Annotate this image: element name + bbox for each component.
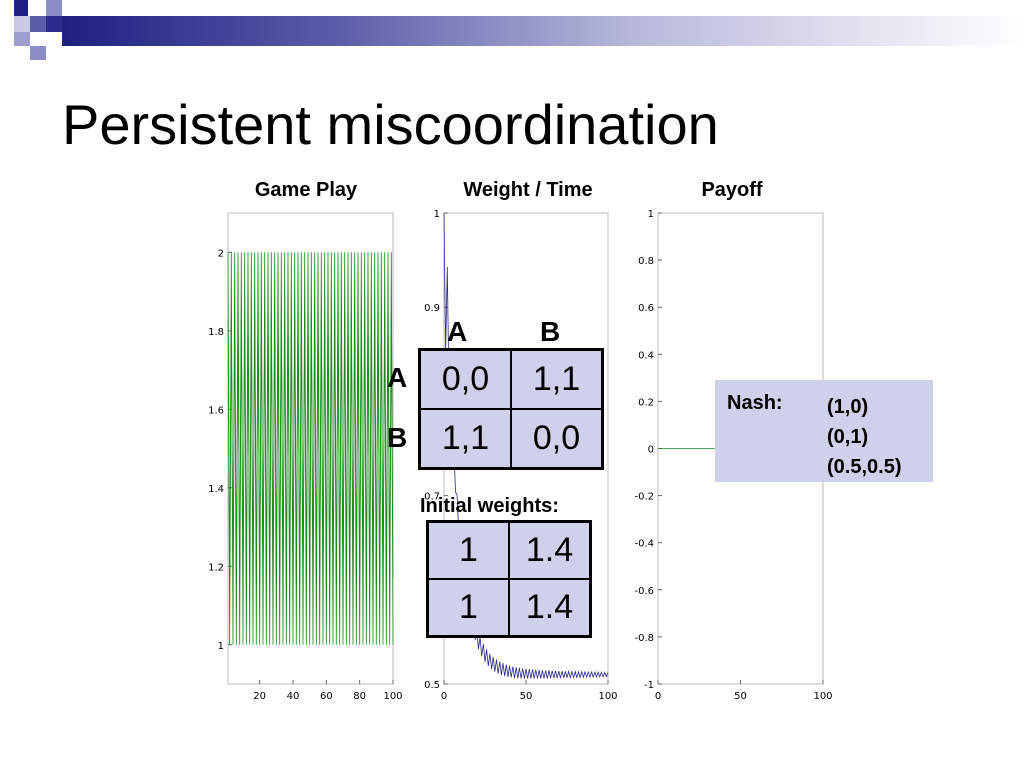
deco-square — [14, 0, 28, 16]
deco-square — [46, 0, 62, 16]
initial-weights-title: Initial weights: — [420, 495, 559, 517]
y-tick-label: 0.9 — [424, 303, 440, 314]
y-tick-label: 0.6 — [638, 303, 654, 314]
x-tick-label: 100 — [383, 691, 402, 702]
y-tick-label: 1 — [648, 209, 654, 220]
deco-square — [14, 32, 30, 46]
deco-square — [14, 16, 30, 32]
y-tick-label: -0.8 — [634, 633, 654, 644]
y-tick-label: 0.2 — [638, 397, 654, 408]
weights-cell: 1 — [426, 578, 510, 638]
y-tick-label: 0.7 — [424, 492, 440, 503]
x-tick-label: 40 — [287, 691, 300, 702]
y-tick-label: -0.6 — [634, 586, 654, 597]
y-tick-label: 1.8 — [208, 327, 224, 338]
x-tick-label: 20 — [253, 691, 266, 702]
x-tick-label: 60 — [320, 691, 333, 702]
y-tick-label: 0.4 — [638, 350, 654, 361]
payoff-row: 1,1 0,0 — [418, 408, 604, 470]
y-tick-label: 1.6 — [208, 405, 224, 416]
x-tick-label: 100 — [813, 691, 832, 702]
initial-weights-table: 1 1.4 1 1.4 — [426, 520, 592, 638]
y-tick-label: -0.2 — [634, 492, 654, 503]
nash-box: Nash: (1,0) (0,1) (0.5,0.5) — [715, 380, 933, 482]
deco-square — [30, 46, 46, 60]
y-tick-label: 1 — [218, 641, 224, 652]
payoff-cell: 0,0 — [418, 348, 512, 410]
nash-equilibrium: (0,1) — [827, 426, 869, 448]
deco-square — [30, 16, 46, 32]
weights-cell: 1.4 — [508, 520, 592, 580]
y-tick-label: 1.2 — [208, 562, 224, 573]
x-tick-label: 100 — [598, 691, 617, 702]
weights-row: 1 1.4 — [426, 578, 592, 638]
slide-title: Persistent miscoordination — [62, 93, 719, 156]
y-tick-label: -0.4 — [634, 539, 654, 550]
game-play-title: Game Play — [254, 179, 358, 201]
payoff-col-label-b: B — [540, 316, 561, 347]
y-tick-label: 0 — [648, 445, 654, 456]
nash-equilibrium: (0.5,0.5) — [827, 456, 902, 478]
x-tick-label: 0 — [441, 691, 447, 702]
payoff-title: Payoff — [701, 179, 763, 201]
nash-equilibrium: (1,0) — [827, 396, 869, 418]
payoff-cell: 1,1 — [418, 408, 512, 470]
payoff-cell: 0,0 — [510, 408, 604, 470]
weights-cell: 1.4 — [508, 578, 592, 638]
x-tick-label: 50 — [520, 691, 533, 702]
payoff-col-label-a: A — [447, 316, 468, 347]
y-tick-label: 2 — [218, 248, 224, 259]
nash-equilibria: (1,0) (0,1) (0.5,0.5) — [827, 392, 901, 482]
header-gradient-bar — [62, 16, 1024, 46]
payoff-matrix: 0,0 1,1 1,1 0,0 — [418, 348, 604, 470]
deco-square — [46, 16, 62, 32]
weight-time-title: Weight / Time — [463, 179, 593, 201]
y-tick-label: 1.4 — [208, 484, 224, 495]
x-tick-label: 0 — [655, 691, 661, 702]
weights-row: 1 1.4 — [426, 520, 592, 580]
x-tick-label: 80 — [353, 691, 366, 702]
weights-cell: 1 — [426, 520, 510, 580]
payoff-row: 0,0 1,1 — [418, 348, 604, 410]
series-line — [227, 318, 394, 579]
y-tick-label: -1 — [644, 680, 654, 691]
y-tick-label: 0.5 — [424, 680, 440, 691]
y-tick-label: 0.8 — [638, 256, 654, 267]
y-tick-label: 1 — [434, 209, 440, 220]
payoff-row-label-a: A — [387, 362, 408, 393]
payoff-row-label-b: B — [387, 422, 408, 453]
nash-label: Nash: — [727, 392, 783, 414]
x-tick-label: 50 — [734, 691, 747, 702]
payoff-cell: 1,1 — [510, 348, 604, 410]
